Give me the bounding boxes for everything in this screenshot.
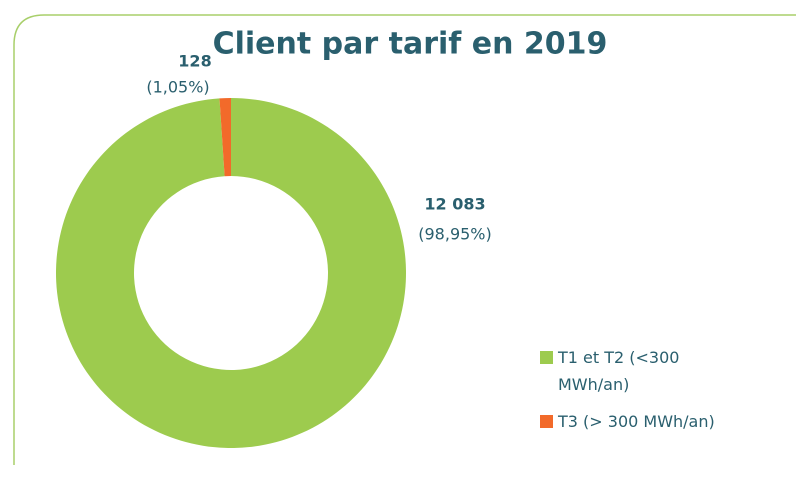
donut-slice — [219, 98, 231, 177]
legend-label: T1 et T2 (<300 MWh/an) — [558, 348, 680, 394]
value-label: 12 083 — [424, 195, 485, 214]
legend-label: T3 (> 300 MWh/an) — [558, 412, 715, 431]
percent-label: (98,95%) — [418, 225, 492, 244]
donut-slice — [55, 98, 406, 448]
value-label: 128 — [178, 52, 211, 71]
chart-title: Client par tarif en 2019 — [213, 27, 608, 62]
frame — [13, 14, 796, 465]
legend: T1 et T2 (<300 MWh/an) T3 (> 300 MWh/an) — [540, 344, 740, 445]
percent-label: (1,05%) — [146, 78, 209, 97]
legend-item: T3 (> 300 MWh/an) — [540, 408, 740, 435]
legend-item: T1 et T2 (<300 MWh/an) — [540, 344, 740, 398]
legend-swatch — [540, 415, 553, 428]
legend-swatch — [540, 351, 553, 364]
